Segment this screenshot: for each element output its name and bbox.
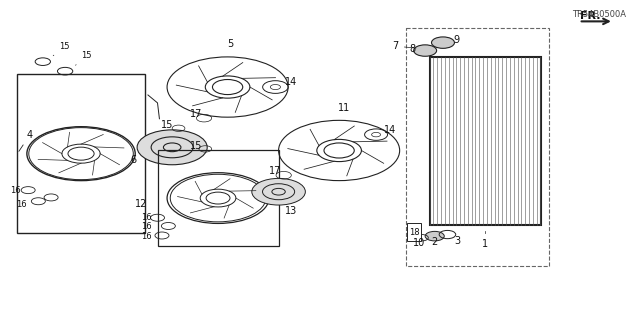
Text: 14: 14 bbox=[384, 125, 396, 135]
Text: 17: 17 bbox=[189, 109, 202, 119]
Bar bbox=[429, 57, 541, 225]
Text: 16: 16 bbox=[16, 200, 27, 209]
Text: 9: 9 bbox=[453, 35, 460, 45]
Circle shape bbox=[425, 231, 444, 241]
Text: 17: 17 bbox=[269, 166, 282, 176]
Text: 12: 12 bbox=[136, 199, 148, 209]
Text: 16: 16 bbox=[141, 212, 152, 221]
Text: 6: 6 bbox=[131, 155, 137, 165]
Text: 18: 18 bbox=[409, 228, 420, 237]
Bar bbox=[157, 150, 278, 246]
Text: 4: 4 bbox=[19, 130, 33, 151]
Text: 5: 5 bbox=[228, 39, 234, 49]
Text: 15: 15 bbox=[189, 141, 202, 151]
Text: 15: 15 bbox=[53, 42, 69, 56]
Text: 14: 14 bbox=[285, 77, 298, 87]
Text: 15: 15 bbox=[76, 52, 92, 65]
Text: FR.: FR. bbox=[580, 11, 600, 21]
Text: 15: 15 bbox=[161, 120, 173, 130]
Bar bbox=[406, 28, 549, 266]
Text: 11: 11 bbox=[338, 103, 350, 113]
Text: 16: 16 bbox=[10, 186, 20, 195]
Text: 3: 3 bbox=[454, 236, 460, 246]
Circle shape bbox=[431, 37, 454, 48]
Circle shape bbox=[413, 45, 436, 56]
Circle shape bbox=[252, 178, 305, 205]
Text: 7: 7 bbox=[392, 41, 398, 51]
Bar bbox=[407, 223, 421, 241]
Text: TR54B0500A: TR54B0500A bbox=[572, 10, 626, 19]
Text: 1: 1 bbox=[483, 231, 488, 249]
Bar bbox=[17, 74, 145, 233]
Text: 13: 13 bbox=[285, 206, 298, 216]
Text: 8: 8 bbox=[410, 44, 415, 54]
Text: 2: 2 bbox=[431, 237, 438, 247]
Text: 16: 16 bbox=[141, 222, 152, 231]
Text: 10: 10 bbox=[413, 238, 425, 248]
Text: 16: 16 bbox=[141, 232, 152, 241]
Circle shape bbox=[137, 130, 207, 165]
